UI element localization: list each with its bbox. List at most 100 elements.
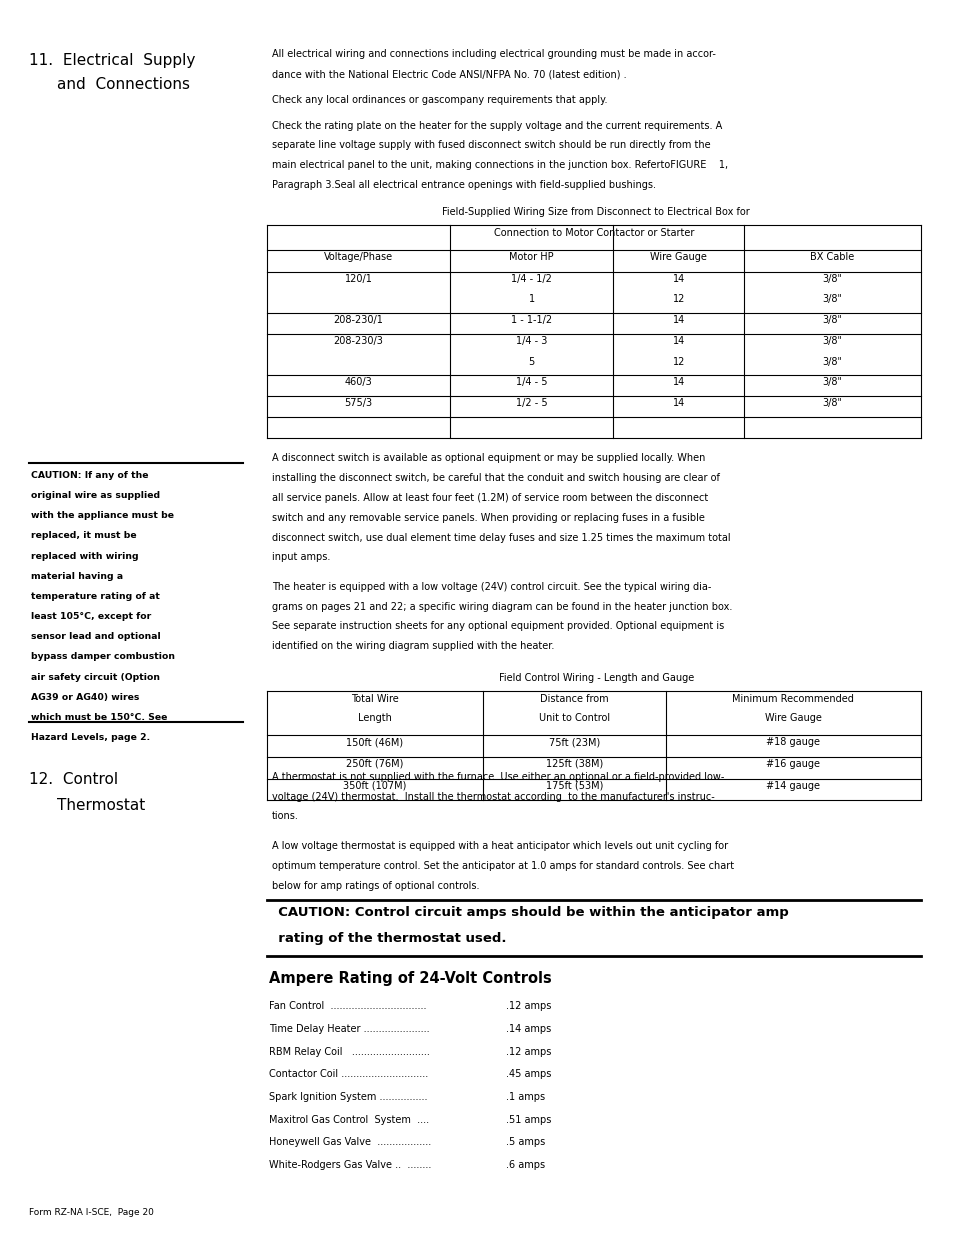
- Text: 208-230/1: 208-230/1: [334, 315, 383, 325]
- Text: 75ft (23M): 75ft (23M): [548, 737, 599, 747]
- Text: 1/2 - 5: 1/2 - 5: [516, 398, 547, 408]
- Text: Check the rating plate on the heater for the supply voltage and the current requ: Check the rating plate on the heater for…: [272, 121, 721, 131]
- Text: Minimum Recommended: Minimum Recommended: [732, 694, 853, 704]
- Text: White-Rodgers Gas Valve ..  ........: White-Rodgers Gas Valve .. ........: [269, 1160, 431, 1170]
- Text: .1 amps: .1 amps: [505, 1092, 544, 1102]
- Text: Ampere Rating of 24-Volt Controls: Ampere Rating of 24-Volt Controls: [269, 972, 551, 987]
- Text: 12: 12: [672, 294, 684, 304]
- Text: identified on the wiring diagram supplied with the heater.: identified on the wiring diagram supplie…: [272, 641, 554, 651]
- Text: main electrical panel to the unit, making connections in the junction box. Refer: main electrical panel to the unit, makin…: [272, 161, 727, 170]
- Text: material having a: material having a: [30, 572, 123, 580]
- Text: Maxitrol Gas Control  System  ....: Maxitrol Gas Control System ....: [269, 1115, 429, 1125]
- Text: 14: 14: [672, 336, 684, 346]
- Text: 3/8": 3/8": [821, 294, 841, 304]
- Text: Spark Ignition System ................: Spark Ignition System ................: [269, 1092, 427, 1102]
- Text: 1/4 - 5: 1/4 - 5: [516, 378, 547, 388]
- Text: .45 amps: .45 amps: [505, 1070, 551, 1079]
- Text: 3/8": 3/8": [821, 378, 841, 388]
- Text: A low voltage thermostat is equipped with a heat anticipator which levels out un: A low voltage thermostat is equipped wit…: [272, 841, 727, 851]
- Text: 3/8": 3/8": [821, 315, 841, 325]
- Text: See separate instruction sheets for any optional equipment provided. Optional eq: See separate instruction sheets for any …: [272, 621, 723, 631]
- Text: 150ft (46M): 150ft (46M): [346, 737, 403, 747]
- Text: 14: 14: [672, 398, 684, 408]
- Text: CAUTION: Control circuit amps should be within the anticipator amp: CAUTION: Control circuit amps should be …: [269, 906, 788, 919]
- Text: replaced, it must be: replaced, it must be: [30, 531, 136, 541]
- Text: and  Connections: and Connections: [57, 77, 190, 91]
- Text: .6 amps: .6 amps: [505, 1160, 544, 1170]
- Text: 460/3: 460/3: [344, 378, 372, 388]
- Text: 120/1: 120/1: [344, 274, 373, 284]
- Text: Motor HP: Motor HP: [509, 252, 554, 262]
- Text: .51 amps: .51 amps: [505, 1115, 551, 1125]
- Text: Hazard Levels, page 2.: Hazard Levels, page 2.: [30, 734, 150, 742]
- Text: Fan Control  ................................: Fan Control ............................…: [269, 1002, 426, 1011]
- Text: Total Wire: Total Wire: [351, 694, 398, 704]
- Text: Field-Supplied Wiring Size from Disconnect to Electrical Box for: Field-Supplied Wiring Size from Disconne…: [442, 207, 749, 217]
- Text: Unit to Control: Unit to Control: [538, 714, 609, 724]
- Text: voltage (24V) thermostat.  Install the thermostat according  to the manufacturer: voltage (24V) thermostat. Install the th…: [272, 792, 714, 802]
- Text: A thermostat is not supplied with the furnace. Use either an optional or a field: A thermostat is not supplied with the fu…: [272, 772, 723, 782]
- Text: installing the disconnect switch, be careful that the conduit and switch housing: installing the disconnect switch, be car…: [272, 473, 719, 483]
- Text: 1/4 - 1/2: 1/4 - 1/2: [511, 274, 552, 284]
- Text: CAUTION: If any of the: CAUTION: If any of the: [30, 471, 148, 480]
- Text: input amps.: input amps.: [272, 552, 330, 562]
- Text: Wire Gauge: Wire Gauge: [764, 714, 821, 724]
- Text: sensor lead and optional: sensor lead and optional: [30, 632, 160, 641]
- Text: The heater is equipped with a low voltage (24V) control circuit. See the typical: The heater is equipped with a low voltag…: [272, 582, 711, 592]
- Text: switch and any removable service panels. When providing or replacing fuses in a : switch and any removable service panels.…: [272, 513, 704, 522]
- Text: .14 amps: .14 amps: [505, 1024, 550, 1034]
- Text: 1/4 - 3: 1/4 - 3: [516, 336, 547, 346]
- Text: with the appliance must be: with the appliance must be: [30, 511, 173, 520]
- Text: 175ft (53M): 175ft (53M): [545, 781, 602, 790]
- Text: original wire as supplied: original wire as supplied: [30, 492, 159, 500]
- Text: temperature rating of at: temperature rating of at: [30, 592, 159, 601]
- Text: Check any local ordinances or gascompany requirements that apply.: Check any local ordinances or gascompany…: [272, 95, 607, 105]
- Text: replaced with wiring: replaced with wiring: [30, 552, 138, 561]
- Text: 14: 14: [672, 378, 684, 388]
- Text: bypass damper combustion: bypass damper combustion: [30, 652, 174, 662]
- Text: 3/8": 3/8": [821, 398, 841, 408]
- Text: .5 amps: .5 amps: [505, 1137, 544, 1147]
- Text: tions.: tions.: [272, 811, 298, 821]
- Text: All electrical wiring and connections including electrical grounding must be mad: All electrical wiring and connections in…: [272, 49, 715, 59]
- Text: #18 gauge: #18 gauge: [765, 737, 820, 747]
- Text: Thermostat: Thermostat: [57, 798, 146, 813]
- Text: which must be 150°C. See: which must be 150°C. See: [30, 713, 167, 722]
- Text: 12.  Control: 12. Control: [29, 772, 117, 787]
- Text: 250ft (76M): 250ft (76M): [346, 758, 403, 768]
- Text: Length: Length: [357, 714, 392, 724]
- Text: 125ft (38M): 125ft (38M): [545, 758, 602, 768]
- Text: separate line voltage supply with fused disconnect switch should be run directly: separate line voltage supply with fused …: [272, 141, 710, 151]
- Text: 208-230/3: 208-230/3: [334, 336, 383, 346]
- Text: Paragraph 3.Seal all electrical entrance openings with field-supplied bushings.: Paragraph 3.Seal all electrical entrance…: [272, 180, 656, 190]
- Text: Form RZ-NA I-SCE,  Page 20: Form RZ-NA I-SCE, Page 20: [29, 1208, 153, 1216]
- Text: 12: 12: [672, 357, 684, 367]
- Text: 575/3: 575/3: [344, 398, 373, 408]
- Text: AG39 or AG40) wires: AG39 or AG40) wires: [30, 693, 139, 701]
- Text: grams on pages 21 and 22; a specific wiring diagram can be found in the heater j: grams on pages 21 and 22; a specific wir…: [272, 601, 732, 611]
- Text: below for amp ratings of optional controls.: below for amp ratings of optional contro…: [272, 881, 479, 890]
- Text: Field Control Wiring - Length and Gauge: Field Control Wiring - Length and Gauge: [498, 673, 693, 683]
- Text: 3/8": 3/8": [821, 357, 841, 367]
- Text: 350ft (107M): 350ft (107M): [343, 781, 406, 790]
- Text: 5: 5: [528, 357, 535, 367]
- Text: Honeywell Gas Valve  ..................: Honeywell Gas Valve ..................: [269, 1137, 431, 1147]
- Text: Voltage/Phase: Voltage/Phase: [324, 252, 393, 262]
- Text: rating of the thermostat used.: rating of the thermostat used.: [269, 932, 506, 945]
- Text: .12 amps: .12 amps: [505, 1002, 551, 1011]
- Text: air safety circuit (Option: air safety circuit (Option: [30, 673, 159, 682]
- Text: 14: 14: [672, 274, 684, 284]
- Text: #16 gauge: #16 gauge: [765, 758, 820, 768]
- Text: least 105°C, except for: least 105°C, except for: [30, 613, 151, 621]
- Text: all service panels. Allow at least four feet (1.2M) of service room between the : all service panels. Allow at least four …: [272, 493, 707, 503]
- Text: Contactor Coil .............................: Contactor Coil .........................…: [269, 1070, 428, 1079]
- Text: #14 gauge: #14 gauge: [765, 781, 820, 790]
- Text: RBM Relay Coil   ..........................: RBM Relay Coil .........................…: [269, 1046, 430, 1056]
- Text: .12 amps: .12 amps: [505, 1046, 551, 1056]
- Text: Time Delay Heater ......................: Time Delay Heater ......................: [269, 1024, 429, 1034]
- Text: 11.  Electrical  Supply: 11. Electrical Supply: [29, 53, 194, 68]
- Text: 1: 1: [528, 294, 535, 304]
- Text: 3/8": 3/8": [821, 274, 841, 284]
- Text: 14: 14: [672, 315, 684, 325]
- Text: 1 - 1-1/2: 1 - 1-1/2: [511, 315, 552, 325]
